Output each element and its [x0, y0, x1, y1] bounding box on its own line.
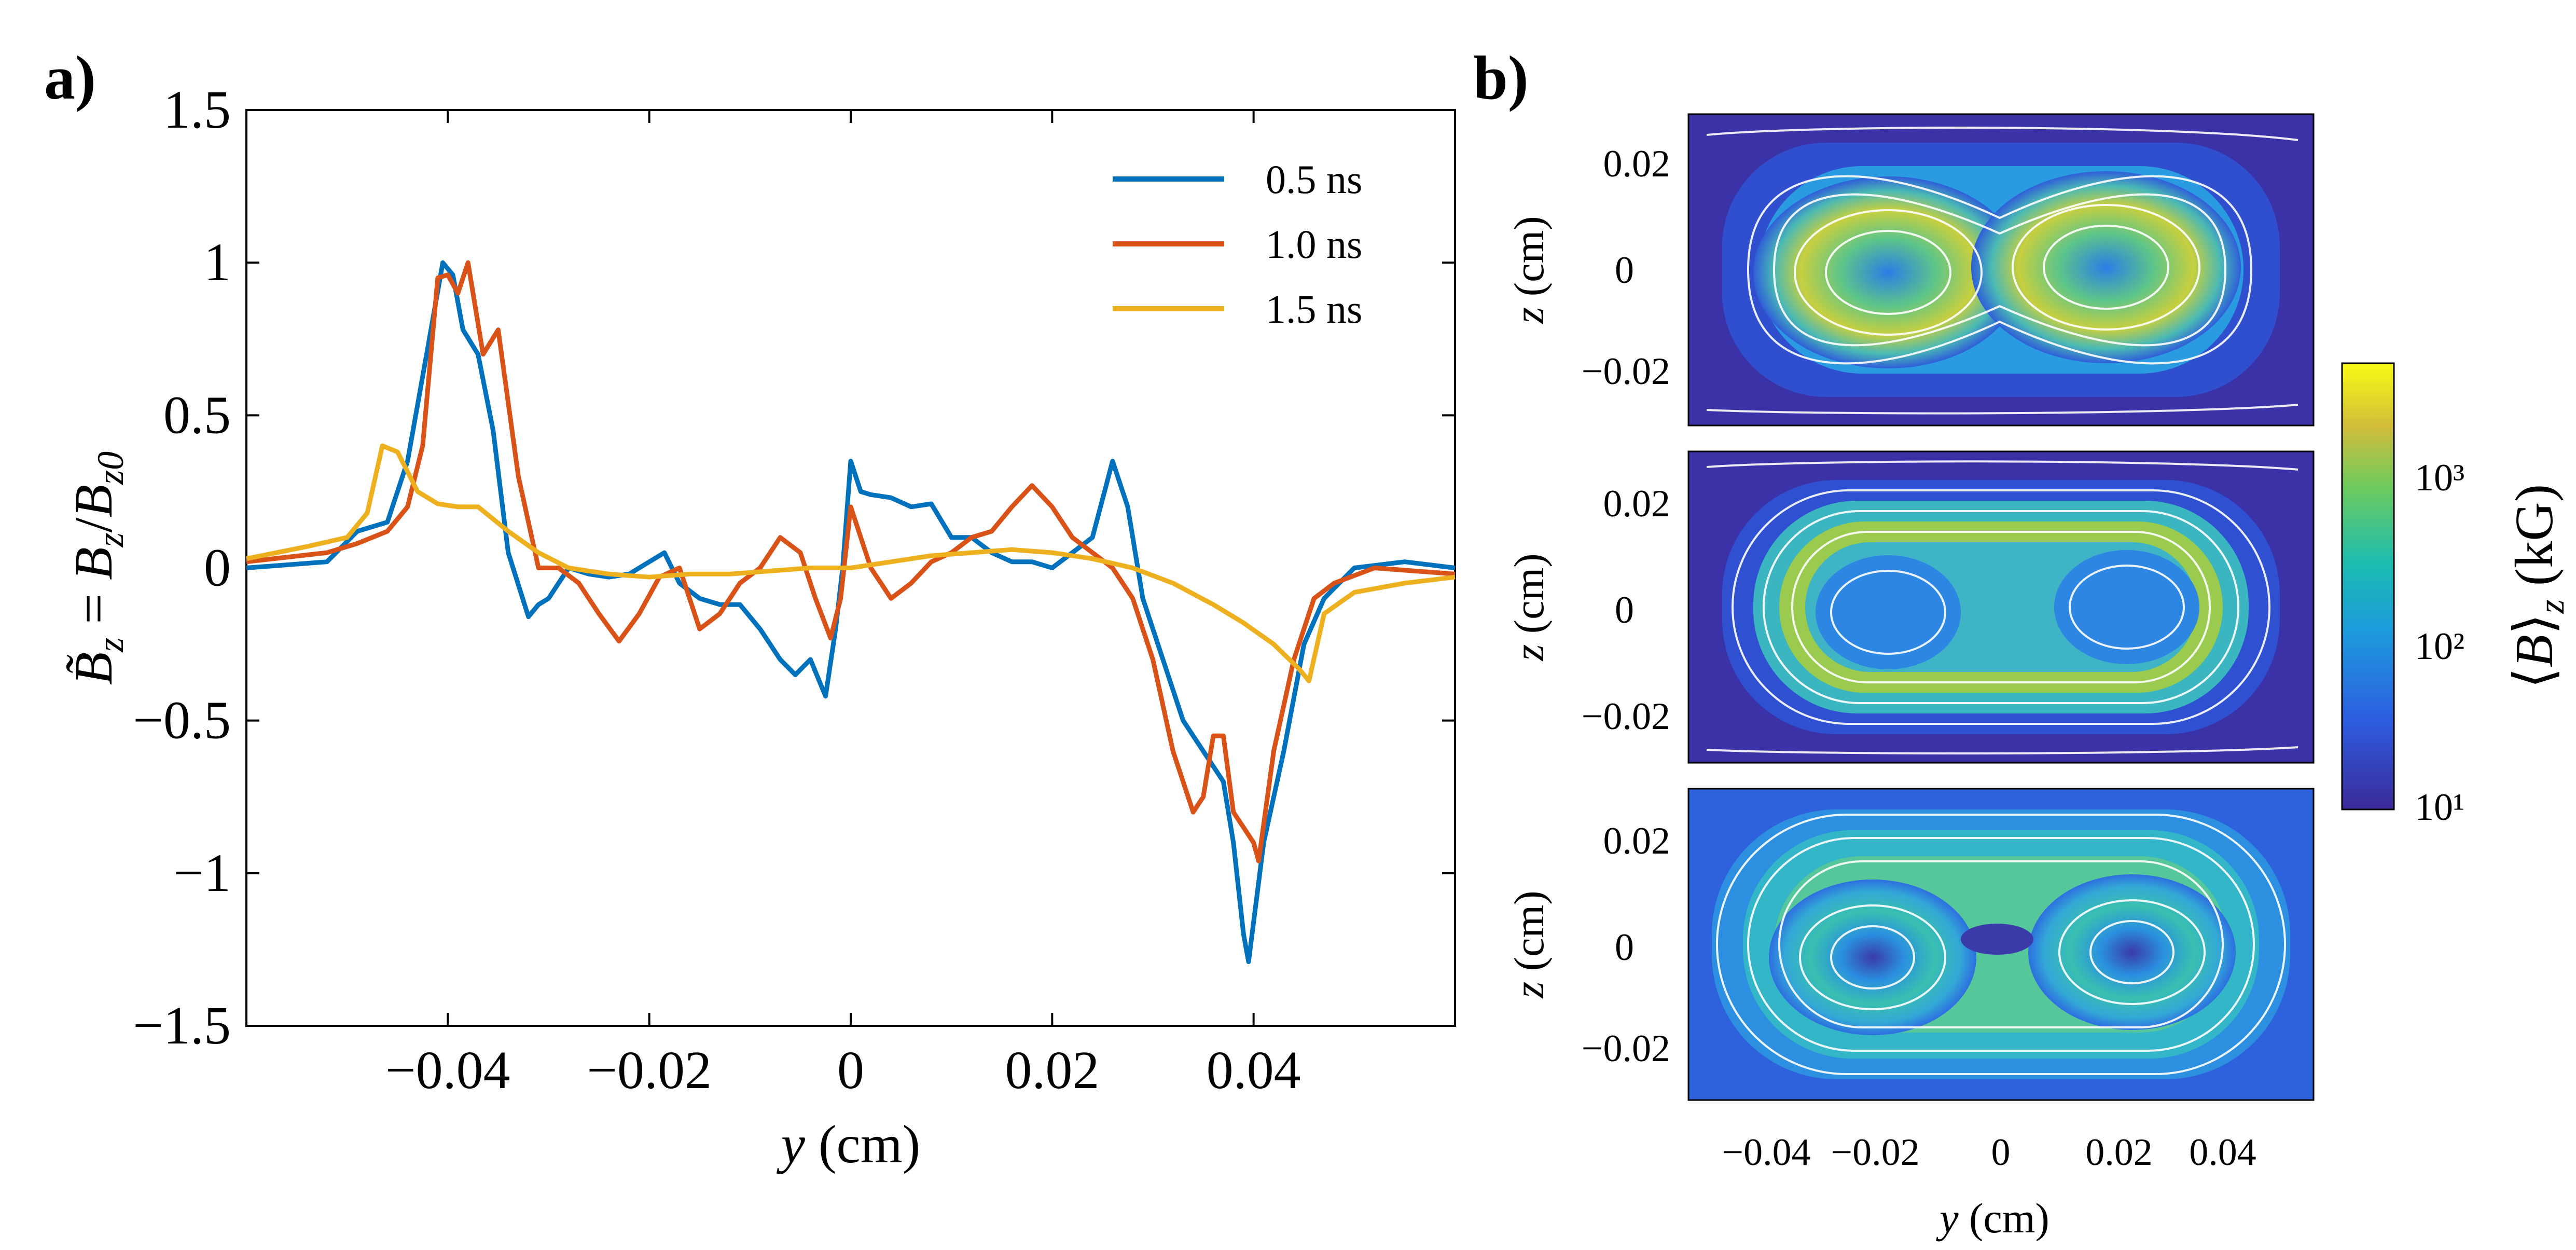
hm3-ytick-2: 0 [1615, 926, 1634, 969]
hm-xtick-2: −0.02 [1831, 1131, 1919, 1174]
hm1-ytick-1: 0.02 [1603, 143, 1671, 185]
legend-label-2: 1.0 ns [1266, 222, 1362, 267]
hm1-ytick-3: −0.02 [1582, 350, 1670, 393]
field-lines [1706, 460, 2298, 754]
legend-label-1: 0.5 ns [1266, 157, 1362, 202]
y-tick-label: 0.5 [163, 385, 231, 445]
svg-text:B̃z = Bz/Bz0: B̃z = Bz/Bz0 [64, 451, 131, 685]
line-chart: 1.5 1 0.5 0 −0.5 −1 −1.5 −0.04 −0.02 0 0.02 0.04 0.… [64, 80, 1456, 1174]
legend: 0.5 ns 1.0 ns 1.5 ns [1113, 157, 1362, 332]
hm3-ylabel: z (cm) [1505, 890, 1553, 998]
y-axis-title: B̃z = Bz/Bz0 [64, 451, 131, 685]
axis-ticks: 1.5 1 0.5 0 −0.5 −1 −1.5 −0.04 −0.02 0 0.02 0.04 [133, 80, 1455, 1100]
y-tick-label: 1 [204, 232, 231, 292]
hm-xlabel: y (cm) [1936, 1194, 2049, 1242]
heatmap-panel-2 [1687, 450, 2315, 764]
hm3-ytick-3: −0.02 [1582, 1027, 1670, 1070]
hm2-ytick-3: −0.02 [1582, 695, 1670, 738]
y-tick-label: 0 [204, 538, 231, 598]
y-tick-label: −1 [173, 843, 231, 903]
heatmap-panel-1 [1687, 113, 2315, 427]
hm-xtick-5: 0.04 [2189, 1131, 2256, 1174]
y-tick-label: 1.5 [163, 80, 231, 140]
field-lines [1706, 127, 2298, 415]
hm1-ytick-2: 0 [1615, 249, 1634, 292]
panel-b-label: b) [1473, 43, 1529, 112]
hm-xtick-1: −0.04 [1722, 1131, 1810, 1174]
x-axis-title: y (cm) [777, 1115, 921, 1174]
x-tick-label: −0.04 [385, 1040, 510, 1100]
colorbar-tick-100: 10² [2415, 625, 2464, 668]
panel-a-label: a) [44, 43, 96, 112]
legend-label-3: 1.5 ns [1266, 286, 1362, 332]
colorbar-tick-1000: 10³ [2415, 457, 2464, 499]
colorbar-tick-10: 10¹ [2415, 786, 2464, 829]
hm1-ylabel: z (cm) [1505, 216, 1553, 324]
hm-xtick-4: 0.02 [2085, 1131, 2153, 1174]
x-tick-label: 0.04 [1207, 1040, 1301, 1100]
hm2-ytick-1: 0.02 [1603, 483, 1671, 525]
series-line-3 [246, 443, 1456, 683]
svg-text:⟨B⟩z (kG): ⟨B⟩z (kG) [2504, 484, 2572, 689]
field-lines [1716, 814, 2286, 1075]
y-tick-label: −0.5 [133, 691, 231, 750]
x-tick-label: 0 [837, 1040, 864, 1100]
heatmap-panel-3 [1687, 788, 2315, 1101]
y-tick-label: −1.5 [133, 996, 231, 1055]
colorbar [2341, 362, 2395, 811]
svg-text:z (cm): z (cm) [1505, 216, 1553, 324]
colorbar-label: ⟨B⟩z (kG) [2504, 484, 2572, 689]
heatmap-panels: 0.02 0 −0.02 0.02 0 −0.02 0.02 0 −0.02 z… [1505, 113, 2572, 1242]
svg-text:z (cm): z (cm) [1505, 553, 1553, 661]
svg-text:z (cm): z (cm) [1505, 890, 1553, 998]
series-lines [246, 260, 1456, 964]
hm3-ytick-1: 0.02 [1603, 820, 1671, 862]
x-tick-label: 0.02 [1005, 1040, 1099, 1100]
hm-xtick-3: 0 [1991, 1131, 2011, 1174]
hm2-ytick-2: 0 [1615, 589, 1634, 631]
series-line-2 [246, 260, 1456, 863]
hm2-ylabel: z (cm) [1505, 553, 1553, 661]
x-tick-label: −0.02 [587, 1040, 712, 1100]
